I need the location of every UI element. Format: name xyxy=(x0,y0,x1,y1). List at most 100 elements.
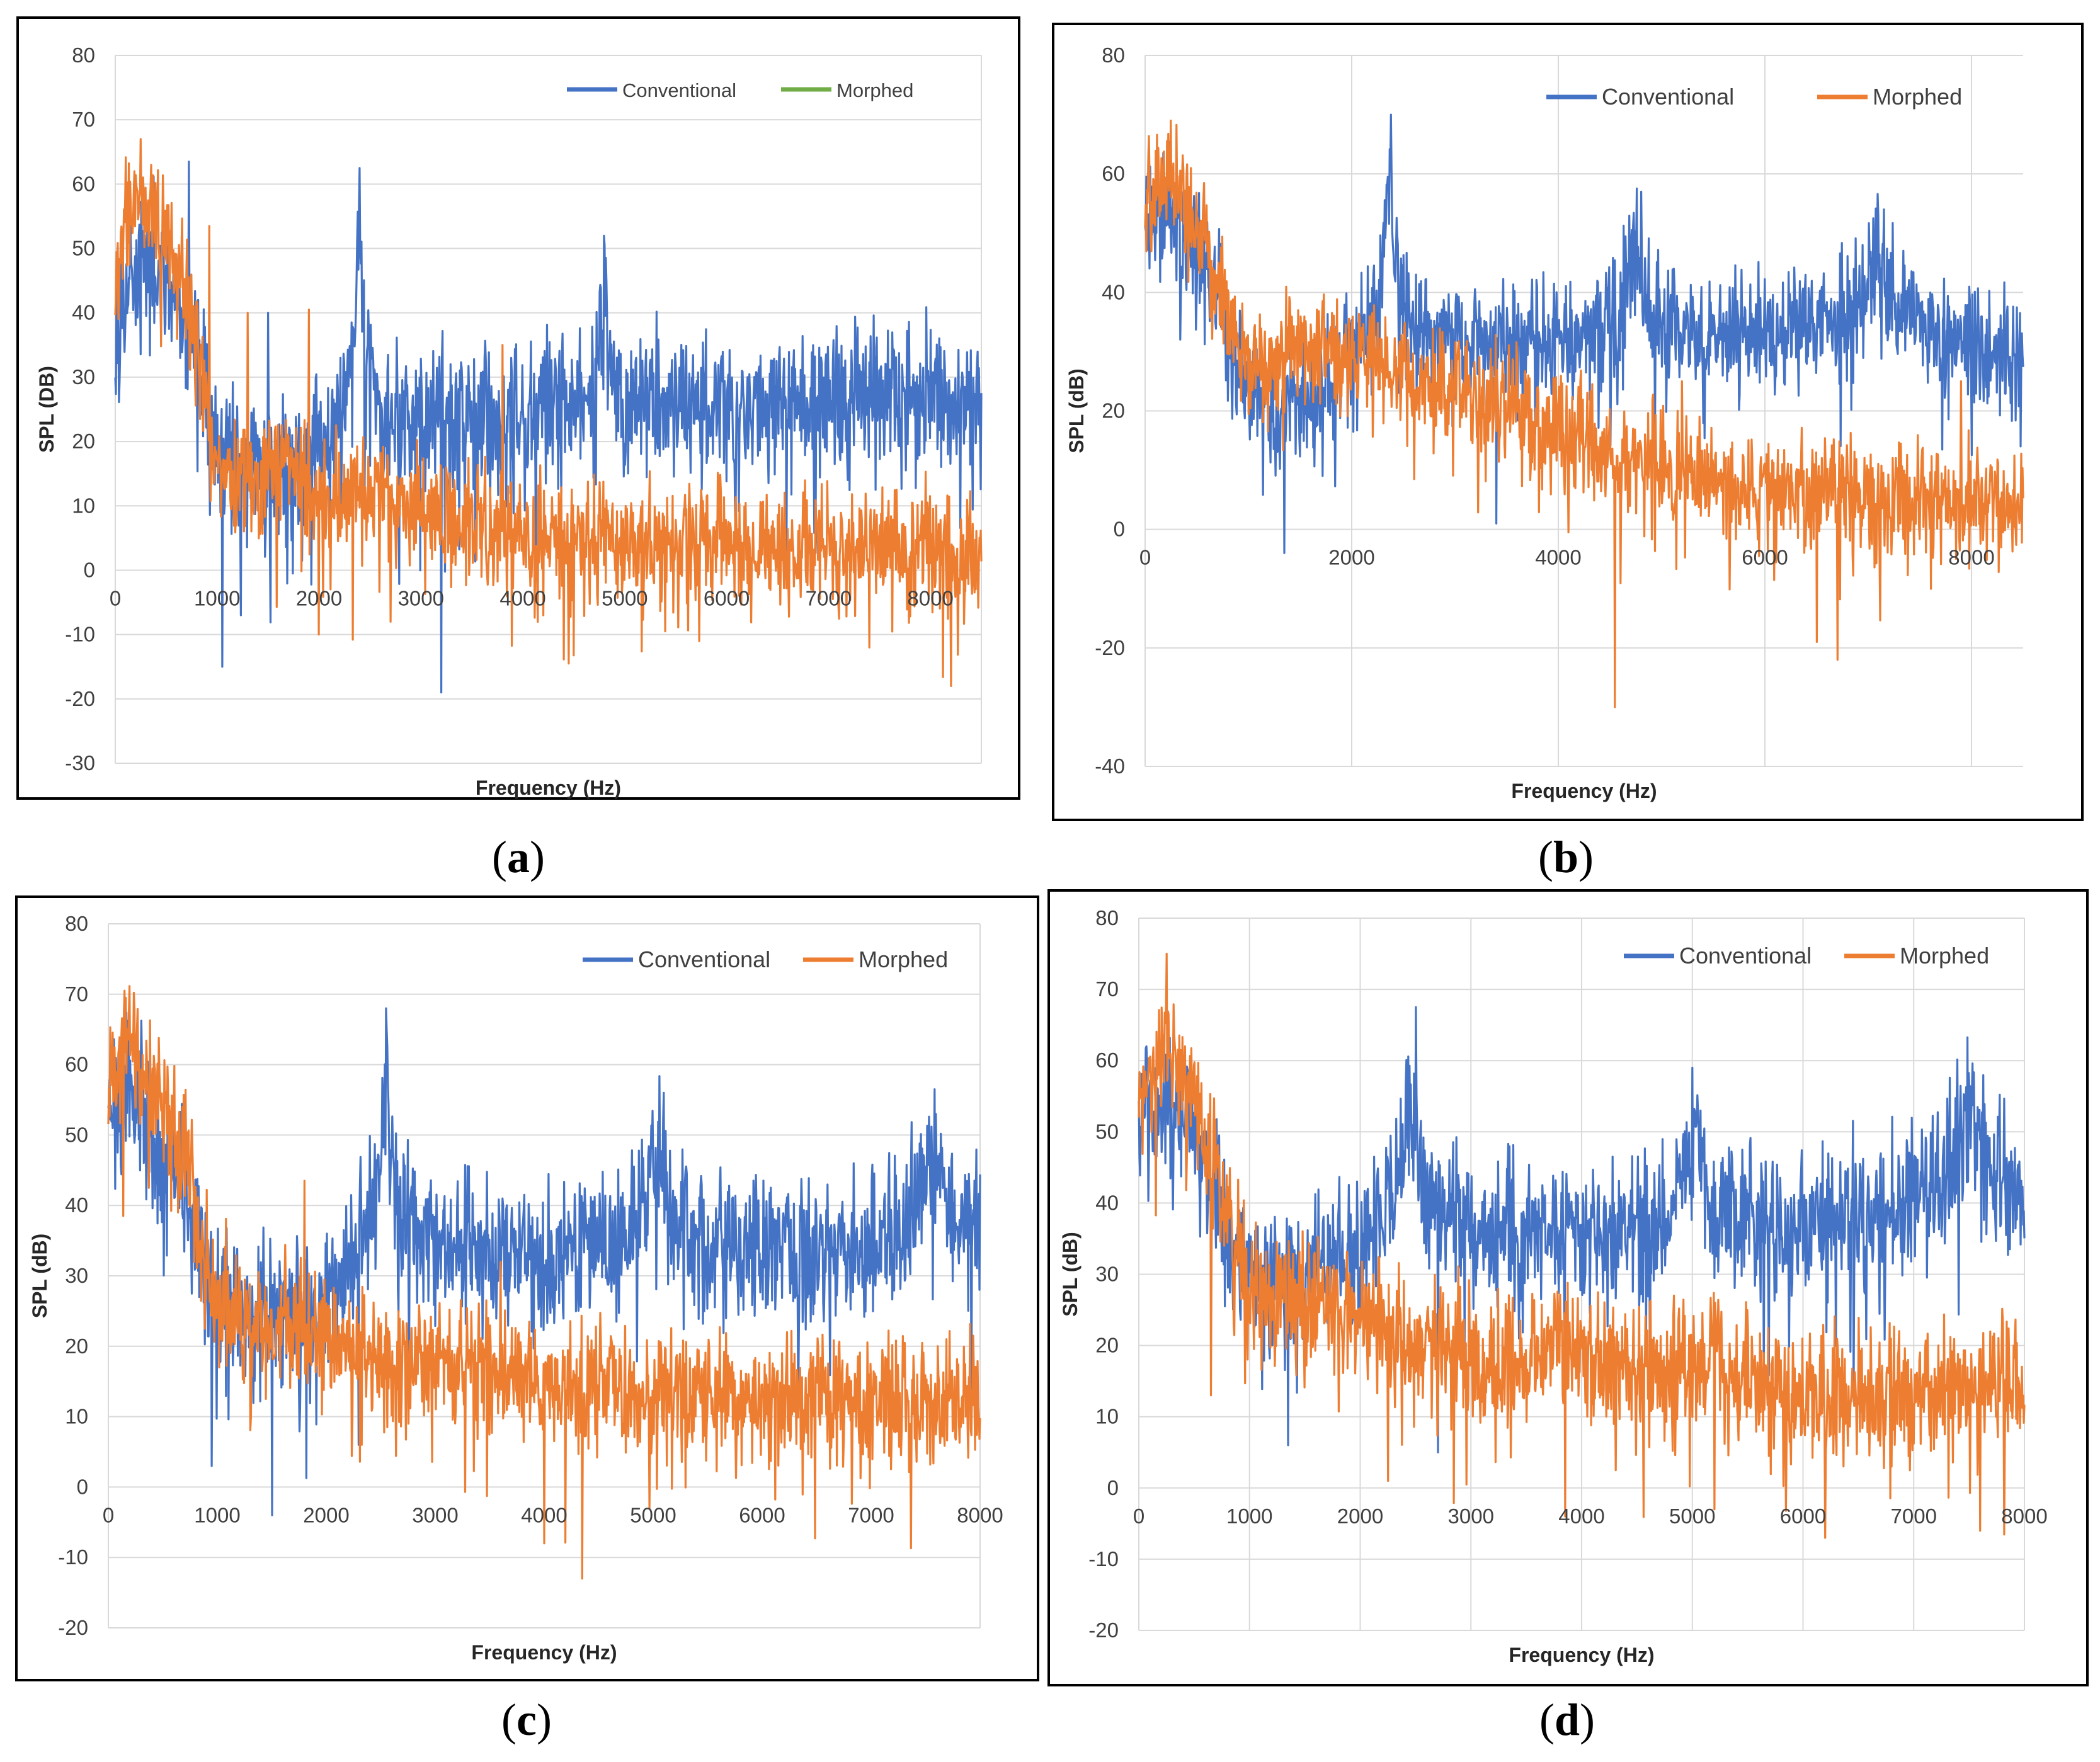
x-tick-label: 1000 xyxy=(194,586,240,610)
x-tick-label: 3000 xyxy=(1448,1504,1494,1528)
x-tick-label: 6000 xyxy=(1742,546,1788,569)
y-tick-label: 20 xyxy=(72,429,95,453)
y-tick-label: 60 xyxy=(65,1053,88,1076)
x-axis-title: Frequency (Hz) xyxy=(1509,1644,1654,1666)
x-tick-label: 7000 xyxy=(1891,1504,1937,1528)
panel-caption: (c) xyxy=(501,1695,552,1745)
x-tick-label: 2000 xyxy=(296,586,342,610)
legend-label-morphed: Morphed xyxy=(836,79,913,101)
caption-letter: a xyxy=(507,832,530,882)
chart-panel-b: -40 -20 0 20 40 60 80 0 2000 4000 6000 8000 Frequenc… xyxy=(1052,23,2084,882)
y-tick-label: -20 xyxy=(1088,1618,1119,1642)
y-tick-label: 20 xyxy=(1095,1334,1119,1357)
series-line-conventional xyxy=(1144,113,2024,554)
y-tick-label: 80 xyxy=(65,912,88,935)
y-tick-label: 60 xyxy=(72,172,95,195)
caption-paren-open: ( xyxy=(1539,1695,1555,1745)
x-tick-label: 4000 xyxy=(1558,1504,1604,1528)
x-tick-label: 8000 xyxy=(2001,1504,2047,1528)
x-axis-title: Frequency (Hz) xyxy=(1511,780,1657,802)
legend-label-conventional: Conventional xyxy=(1602,84,1734,110)
series-line-morphed xyxy=(1138,952,2026,1539)
x-tick-label: 6000 xyxy=(704,586,750,610)
series-line-morphed xyxy=(1144,119,2024,708)
x-tick-label: 4000 xyxy=(499,586,545,610)
legend-label-morphed: Morphed xyxy=(859,946,948,972)
y-tick-label: 0 xyxy=(1114,518,1125,541)
y-tick-label: 0 xyxy=(1107,1476,1119,1499)
panel-caption: (b) xyxy=(1538,832,1594,882)
caption-letter: c xyxy=(516,1695,537,1745)
caption-paren-close: ) xyxy=(537,1695,552,1745)
caption-paren-open: ( xyxy=(492,832,507,882)
series-line-morphed xyxy=(114,138,983,687)
y-tick-label: 10 xyxy=(1095,1405,1119,1428)
caption-paren-close: ) xyxy=(1578,832,1594,882)
y-tick-label: 20 xyxy=(65,1334,88,1358)
panel-frame xyxy=(15,895,1039,1681)
y-tick-label: 40 xyxy=(72,301,95,324)
chart-panel-c: -20 -10 0 10 20 30 40 50 60 70 80 0 1000 2000 3000 4000… xyxy=(15,895,1039,1745)
x-tick-label: 0 xyxy=(1133,1504,1144,1528)
y-tick-label: 50 xyxy=(72,237,95,260)
y-tick-label: 80 xyxy=(1095,906,1119,929)
y-tick-label: 70 xyxy=(65,982,88,1006)
legend-label-morphed: Morphed xyxy=(1900,943,1989,969)
x-tick-label: 1000 xyxy=(1226,1504,1272,1528)
caption-paren-close: ) xyxy=(530,832,545,882)
panel-caption: (d) xyxy=(1539,1695,1595,1745)
x-tick-label: 5000 xyxy=(1669,1504,1715,1528)
chart-panel-a: -30 -20 -10 0 10 20 30 40 50 60 70 80 0 1000 2000 3000 4… xyxy=(16,16,1020,882)
series-line-morphed xyxy=(107,985,981,1580)
y-tick-label: -10 xyxy=(1088,1547,1119,1571)
y-axis-title: SPL (dB) xyxy=(28,1234,51,1319)
y-tick-label: 50 xyxy=(65,1123,88,1146)
y-tick-label: 40 xyxy=(1102,280,1125,304)
y-tick-label: 30 xyxy=(1095,1263,1119,1286)
x-axis-title: Frequency (Hz) xyxy=(471,1641,617,1664)
y-tick-label: 70 xyxy=(72,108,95,131)
x-tick-label: 6000 xyxy=(1780,1504,1826,1528)
series-line-conventional xyxy=(114,161,983,694)
x-tick-label: 4000 xyxy=(1535,546,1581,569)
y-tick-label: 80 xyxy=(1102,43,1125,67)
y-tick-label: 60 xyxy=(1102,162,1125,185)
y-tick-label: 60 xyxy=(1095,1049,1119,1072)
y-tick-label: 40 xyxy=(65,1193,88,1217)
y-tick-label: 10 xyxy=(65,1405,88,1428)
x-tick-label: 0 xyxy=(1139,546,1151,569)
y-tick-label: 10 xyxy=(72,494,95,517)
x-tick-label: 0 xyxy=(103,1503,114,1526)
series-line-conventional xyxy=(107,1007,981,1516)
legend-label-conventional: Conventional xyxy=(1679,943,1812,969)
x-tick-label: 4000 xyxy=(521,1503,567,1526)
y-tick-label: -40 xyxy=(1095,754,1125,778)
x-tick-label: 8000 xyxy=(957,1503,1003,1526)
y-tick-label: 40 xyxy=(1095,1191,1119,1214)
caption-paren-close: ) xyxy=(1580,1695,1595,1745)
chart-panel-d: -20 -10 0 10 20 30 40 50 60 70 80 0 1000 2000 3000 4000… xyxy=(1047,889,2089,1745)
y-tick-label: 0 xyxy=(77,1475,88,1498)
x-tick-label: 2000 xyxy=(303,1503,349,1526)
y-tick-label: -20 xyxy=(65,687,95,710)
x-tick-label: 6000 xyxy=(739,1503,785,1526)
x-tick-label: 5000 xyxy=(630,1503,676,1526)
x-tick-label: 5000 xyxy=(602,586,648,610)
y-tick-label: 50 xyxy=(1095,1120,1119,1143)
caption-letter: d xyxy=(1555,1695,1580,1745)
x-tick-label: 2000 xyxy=(1328,546,1374,569)
y-axis-title: SPL (dB) xyxy=(1065,368,1088,453)
x-axis-title: Frequency (Hz) xyxy=(476,776,621,799)
y-tick-label: -10 xyxy=(65,623,95,646)
y-tick-label: 80 xyxy=(72,43,95,67)
x-tick-label: 8000 xyxy=(1948,546,1994,569)
x-tick-label: 3000 xyxy=(412,1503,458,1526)
x-tick-label: 8000 xyxy=(907,586,953,610)
y-tick-label: 30 xyxy=(72,365,95,389)
legend-label-conventional: Conventional xyxy=(622,79,736,101)
caption-letter: b xyxy=(1553,832,1578,882)
x-tick-label: 7000 xyxy=(848,1503,894,1526)
y-tick-label: 70 xyxy=(1095,977,1119,1001)
y-axis-title: SPL (DB) xyxy=(35,366,58,453)
